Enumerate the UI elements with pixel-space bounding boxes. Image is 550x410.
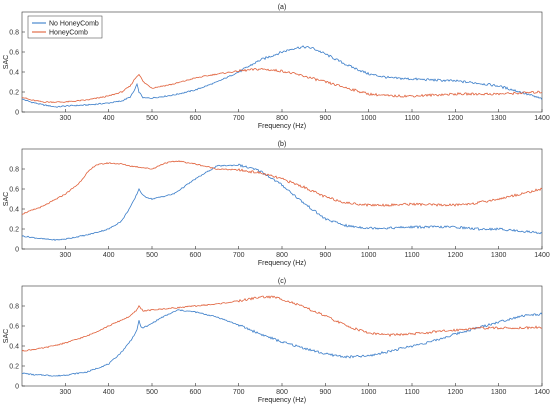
y-tick-label: 0.8 <box>9 304 19 311</box>
x-tick-label: 1100 <box>404 115 419 122</box>
legend-box <box>27 15 103 39</box>
y-tick-label: 0.2 <box>9 90 19 97</box>
x-tick-label: 600 <box>189 115 201 122</box>
x-tick-label: 1400 <box>534 115 550 122</box>
y-tick-label: 0.8 <box>9 167 19 174</box>
x-tick-label: 600 <box>189 252 201 259</box>
y-tick-label: 0.6 <box>9 187 19 194</box>
y-tick-label: 0.2 <box>9 227 19 234</box>
x-tick-label: 900 <box>319 252 331 259</box>
chart-panel-a: (a) 300 400 500 600 700 800 900 1000 1100 1200 1300… <box>3 4 550 130</box>
x-tick-label: 600 <box>189 389 201 396</box>
x-tick-label: 300 <box>59 252 71 259</box>
y-tick-label: 0 <box>15 384 19 391</box>
plot-area <box>21 285 543 387</box>
chart-panel-b: (b) 300 400 500 600 700 800 900 1000 1100 1200 1300… <box>3 141 550 267</box>
x-tick-label: 400 <box>103 252 115 259</box>
y-tick-label: 0.4 <box>9 207 19 214</box>
x-tick-label: 1400 <box>534 252 550 259</box>
panel-title: (c) <box>278 278 286 285</box>
x-tick-label: 1200 <box>448 115 464 122</box>
x-tick-label: 700 <box>233 115 245 122</box>
y-axis-label: SAC <box>3 192 10 206</box>
x-tick-label: 1000 <box>361 115 377 122</box>
series-line-no-honeycomb <box>22 45 542 108</box>
x-tick-label: 800 <box>276 252 288 259</box>
x-tick-label: 900 <box>319 389 331 396</box>
plot-area <box>21 11 543 113</box>
chart-panel-c: (c) 300 400 500 600 700 800 900 1000 1100 1200 1300… <box>3 278 550 404</box>
panel-title: (a) <box>278 4 287 11</box>
series-line-honeycomb <box>22 160 542 215</box>
y-tick-label: 0.2 <box>9 364 19 371</box>
x-tick-label: 400 <box>103 115 115 122</box>
legend-label: HoneyComb <box>49 30 88 37</box>
x-tick-label: 1400 <box>534 389 550 396</box>
x-tick-label: 1300 <box>491 115 507 122</box>
x-axis-label: Frequency (Hz) <box>258 123 306 130</box>
legend: No HoneyComb HoneyComb <box>27 15 103 39</box>
x-tick-label: 300 <box>59 115 71 122</box>
y-axis-label: SAC <box>3 55 10 69</box>
x-tick-label: 1300 <box>491 389 507 396</box>
x-tick-label: 300 <box>59 389 71 396</box>
x-tick-label: 1300 <box>491 252 507 259</box>
x-tick-label: 400 <box>103 389 115 396</box>
x-tick-label: 1100 <box>404 252 419 259</box>
x-tick-label: 700 <box>233 252 245 259</box>
y-tick-label: 0 <box>15 110 19 117</box>
x-axis-label: Frequency (Hz) <box>258 260 306 267</box>
x-tick-label: 800 <box>276 115 288 122</box>
y-tick-label: 0.6 <box>9 50 19 57</box>
x-tick-label: 1200 <box>448 252 464 259</box>
x-tick-label: 800 <box>276 389 288 396</box>
y-tick-label: 0.4 <box>9 344 19 351</box>
x-axis-label: Frequency (Hz) <box>258 397 306 404</box>
x-tick-label: 700 <box>233 389 245 396</box>
x-tick-label: 500 <box>146 389 158 396</box>
series-line-honeycomb <box>22 295 542 352</box>
legend-label: No HoneyComb <box>49 21 99 28</box>
y-tick-label: 0.8 <box>9 30 19 37</box>
y-tick-label: 0.6 <box>9 324 19 331</box>
panel-title: (b) <box>278 141 287 148</box>
series-line-honeycomb <box>22 67 542 104</box>
x-tick-label: 500 <box>146 252 158 259</box>
x-tick-label: 1200 <box>448 389 464 396</box>
y-tick-label: 0 <box>15 247 19 254</box>
x-tick-label: 500 <box>146 115 158 122</box>
y-tick-label: 0.4 <box>9 70 19 77</box>
x-tick-label: 1000 <box>361 252 377 259</box>
plot-area <box>21 148 543 250</box>
series-line-no-honeycomb <box>22 309 542 377</box>
y-axis-label: SAC <box>3 329 10 343</box>
x-tick-label: 1000 <box>361 389 377 396</box>
series-line-no-honeycomb <box>22 163 542 242</box>
x-tick-label: 1100 <box>404 389 419 396</box>
x-tick-label: 900 <box>319 115 331 122</box>
